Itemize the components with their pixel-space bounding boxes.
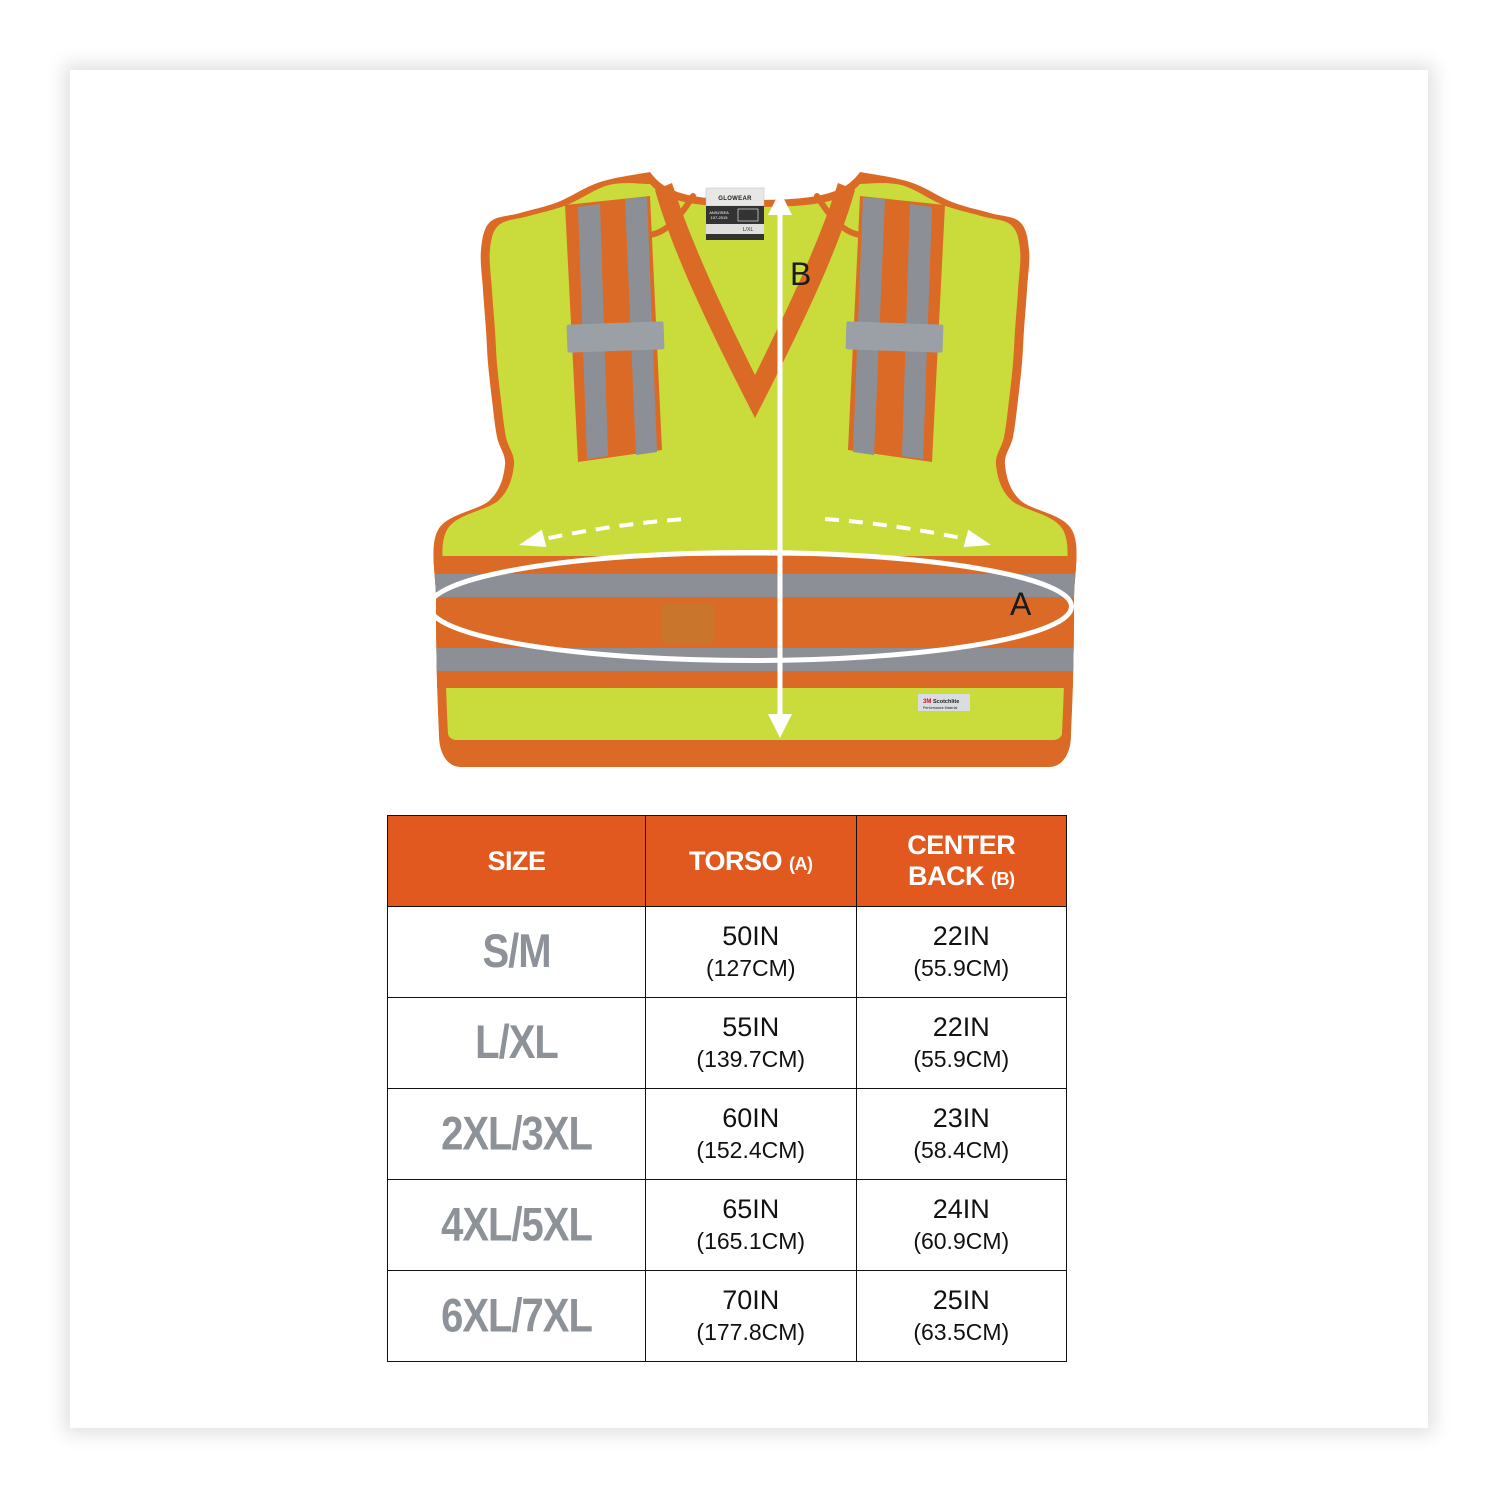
svg-text:Scotchlite: Scotchlite: [933, 699, 959, 705]
svg-text:L/XL: L/XL: [743, 227, 754, 233]
svg-text:3M: 3M: [923, 699, 931, 705]
svg-text:B: B: [790, 256, 811, 292]
svg-text:107-2015: 107-2015: [711, 215, 729, 220]
svg-text:Performance Material: Performance Material: [923, 706, 958, 710]
svg-text:A: A: [1010, 586, 1032, 622]
svg-text:GLOWEAR: GLOWEAR: [718, 196, 752, 202]
